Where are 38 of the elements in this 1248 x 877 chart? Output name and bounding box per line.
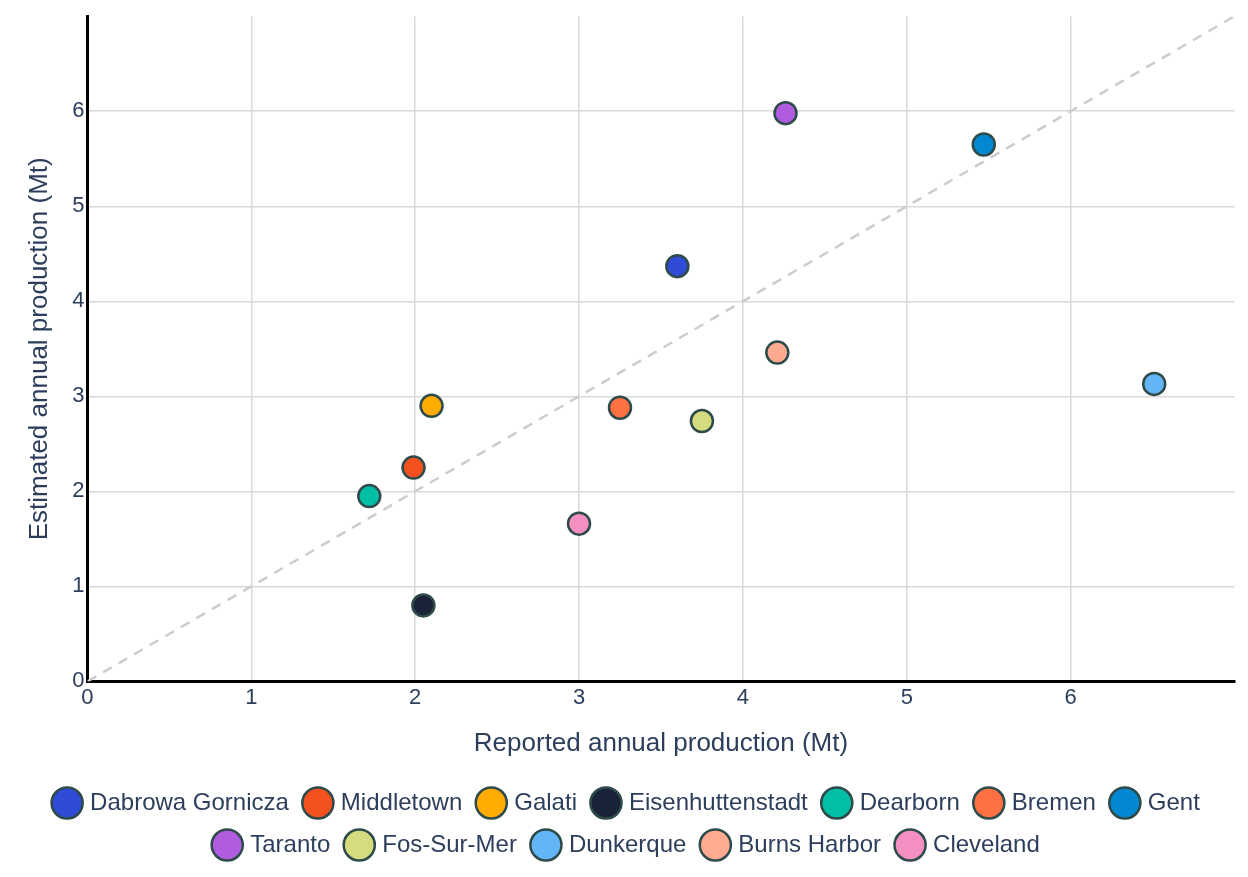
y-tick-label: 3 [72,382,85,408]
legend-label: Burns Harbor [738,829,882,857]
y-tick-label: 1 [72,572,85,598]
legend-label: Dabrowa Gornicza [90,787,290,815]
legend-label: Middletown [340,787,463,815]
point [607,395,633,420]
y-tick-label: 4 [72,287,85,313]
y-tick-label: 2 [72,477,85,503]
y-tick-label: 6 [72,97,85,123]
legend-label: Galati [514,787,577,815]
legend-label: Cleveland [933,829,1040,857]
legend-label: Gent [1147,787,1201,815]
point [566,511,592,536]
x-tick-label: 3 [572,683,586,709]
y-axis-title: Estimated annual production (Mt) [22,157,53,541]
point [665,253,690,279]
point [971,132,997,157]
x-tick-label: 5 [900,683,913,709]
x-tick-label: 2 [409,683,422,709]
point [773,100,798,126]
x-tick-label: 4 [736,683,750,709]
point [689,408,715,434]
point [357,483,382,509]
x-axis-title: Reported annual production (Mt) [473,726,849,757]
legend-label: Dunkerque [568,829,687,857]
legend-label: Dearborn [859,787,960,815]
x-tick-label: 6 [1064,683,1077,709]
point [1141,371,1167,397]
legend-label: Taranto [250,829,331,857]
legend-label: Bremen [1011,787,1096,815]
legend-label: Fos-Sur-Mer [382,829,517,857]
y-tick-label: 5 [72,192,85,218]
legend-label: Eisenhuttenstadt [628,787,809,815]
point [765,340,790,365]
x-tick-label: 1 [245,683,258,709]
point [401,455,426,480]
point [419,393,444,419]
point [411,593,436,618]
